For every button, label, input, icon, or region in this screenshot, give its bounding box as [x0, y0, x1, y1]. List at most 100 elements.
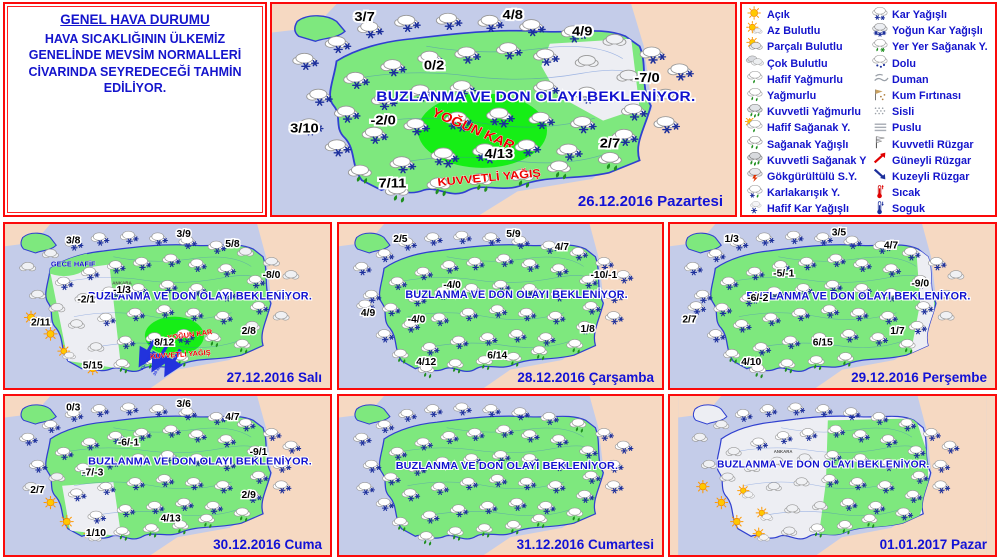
- snowflake-icon: [537, 121, 547, 130]
- snowflake-icon: [381, 505, 389, 511]
- snowflake-icon: [276, 433, 282, 439]
- map-weather-icon: [243, 490, 263, 503]
- map-weather-icon: [880, 458, 898, 472]
- map-weather-icon: [450, 335, 469, 350]
- map-weather-icon: [809, 523, 825, 538]
- snowflake-icon: [32, 438, 38, 443]
- snowflake-icon: [426, 60, 436, 68]
- snowflake-icon: [220, 318, 228, 325]
- snowflake-icon: [941, 262, 947, 268]
- temperature-label: 6/14: [487, 351, 507, 362]
- map-weather-icon: [768, 456, 785, 466]
- snowflake-icon: [575, 254, 583, 261]
- map-weather-icon: [185, 307, 204, 322]
- raindrop-icon: [753, 162, 756, 167]
- snowflake-icon: [479, 433, 485, 439]
- raindrop-icon: [872, 523, 875, 529]
- snowflake-icon: [106, 464, 114, 470]
- cloud-icon: [872, 38, 888, 48]
- snowflake-icon: [362, 307, 370, 314]
- sun-icon: [747, 5, 761, 20]
- local-shower-icon: [870, 37, 890, 58]
- snowflake-icon: [161, 481, 169, 488]
- map-weather-icon: [64, 237, 84, 251]
- snowflake-icon: [690, 269, 698, 276]
- map-weather-icon: [48, 472, 66, 482]
- map-weather-icon: [517, 477, 537, 491]
- map-weather-icon: [488, 474, 508, 488]
- snowflake-icon: [285, 465, 292, 471]
- snowflake-icon: [804, 264, 811, 271]
- temperature-label: 4/9: [572, 23, 593, 38]
- snowflake-icon: [443, 318, 450, 324]
- cloud-icon: [107, 431, 124, 441]
- cloud-icon: [408, 84, 432, 97]
- map-weather-icon: [775, 431, 793, 445]
- map-weather-icon: [787, 402, 806, 416]
- cloud-icon: [752, 342, 770, 352]
- snowflake-icon: [430, 240, 437, 246]
- map-weather-icon: [401, 319, 421, 333]
- legend-item-label: Karlakarışık Y.: [767, 187, 841, 200]
- map-weather-icon: [496, 42, 523, 60]
- map-weather-icon: [605, 311, 624, 325]
- snowflake-icon: [713, 256, 720, 263]
- map-weather-icon: [74, 463, 94, 476]
- snowflake-icon: [129, 509, 136, 515]
- map-weather-icon: [546, 480, 566, 494]
- raindrop-icon: [240, 516, 243, 521]
- map-weather-icon: [356, 299, 375, 314]
- snowflake-icon: [220, 487, 228, 494]
- warning-text: BUZLANMA VE DON OLAYI BEKLENİYOR.: [88, 455, 312, 468]
- snowflake-icon: [618, 465, 624, 471]
- map-weather-icon: [928, 257, 947, 271]
- temperature-label: 0/3: [66, 403, 81, 414]
- cloud-icon: [142, 523, 160, 533]
- snowflake-icon: [885, 465, 893, 472]
- snowflake-icon: [250, 423, 256, 429]
- cloud-icon: [616, 69, 641, 82]
- snowflake-icon: [768, 320, 776, 327]
- snowflake-icon: [210, 508, 218, 515]
- snowflake-icon: [827, 238, 833, 243]
- cloud-icon: [566, 507, 584, 517]
- smoke-icon: [870, 69, 890, 90]
- warning-text: BUZLANMA VE DON OLAYI BEKLENİYOR.: [717, 458, 929, 471]
- cloud-icon: [537, 332, 554, 342]
- cloud-icon: [947, 270, 965, 280]
- legend-item-label: Yer Yer Sağanak Y.: [892, 41, 988, 54]
- map-weather-icon: [691, 432, 708, 442]
- map-weather-icon: [605, 289, 624, 304]
- map-weather-icon: [375, 498, 395, 511]
- snowflake-icon: [551, 55, 560, 63]
- snowflake-icon: [920, 450, 926, 456]
- warning-text: BUZLANMA VE DON OLAYI BEKLENİYOR.: [405, 288, 627, 301]
- map-weather-icon: [907, 445, 926, 459]
- snowflake-icon: [938, 467, 945, 473]
- snowflake-icon: [74, 495, 81, 502]
- snowflake-icon: [230, 439, 237, 445]
- province-borders: [64, 427, 264, 516]
- cloud-icon: [233, 339, 251, 349]
- snowflake-icon: [524, 315, 531, 322]
- snowflake-icon: [343, 146, 352, 153]
- map-weather-icon: [398, 237, 417, 251]
- snowflake-icon: [436, 320, 444, 327]
- raindrop-icon: [183, 530, 186, 535]
- snowflake-icon: [427, 518, 434, 524]
- legend-item: Hafif Yağmurlu: [745, 71, 870, 88]
- snowflake-icon: [223, 271, 231, 277]
- snowflake-icon: [184, 243, 192, 250]
- snowflake-icon: [501, 310, 508, 316]
- map-weather-icon: [836, 520, 853, 535]
- cloud-icon: [22, 482, 40, 492]
- snowflake-icon: [752, 298, 759, 304]
- snowflake-icon: [618, 295, 624, 301]
- strong-wind-arrow: [151, 343, 171, 373]
- cloud-icon: [684, 262, 702, 272]
- snowflake-icon: [295, 446, 302, 451]
- map-weather-icon: [324, 36, 352, 54]
- snowflake-icon: [944, 485, 951, 491]
- map-weather-icon: [382, 472, 401, 486]
- legend-item-label: Gökgürültülü S.Y.: [767, 170, 857, 183]
